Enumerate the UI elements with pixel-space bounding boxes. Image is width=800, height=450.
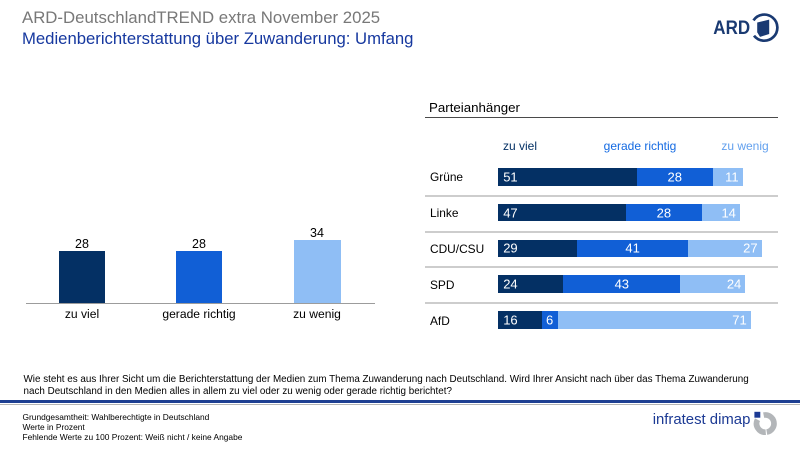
svg-text:ARD: ARD <box>713 17 750 39</box>
